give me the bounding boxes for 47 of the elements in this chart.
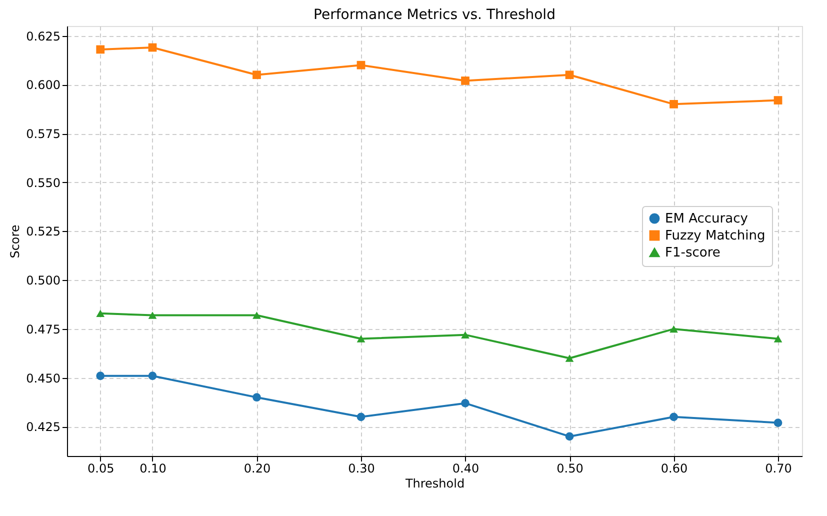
point [774, 335, 782, 342]
x-tick-label: 0.60 [660, 462, 688, 476]
y-tick-label: 0.525 [26, 224, 60, 239]
x-tick-label: 0.70 [765, 462, 792, 476]
point [565, 432, 574, 441]
x-tick-label: 0.20 [244, 462, 271, 476]
y-tick-label: 0.575 [26, 127, 60, 141]
y-tick-label: 0.550 [26, 176, 60, 190]
y-tick-label: 0.625 [26, 29, 60, 44]
legend-label: EM Accuracy [665, 212, 748, 226]
point [252, 393, 261, 402]
point [96, 45, 105, 54]
point [96, 372, 105, 380]
point [252, 70, 261, 80]
point [252, 312, 261, 319]
legend-label: F1-score [665, 246, 720, 260]
point [461, 331, 470, 338]
x-tick-label: 0.50 [556, 462, 584, 476]
legend-label: Fuzzy Matching [665, 228, 766, 244]
point [148, 312, 157, 319]
point [565, 70, 574, 80]
point [356, 412, 366, 422]
y-tick-label: 0.425 [26, 420, 60, 434]
point [670, 325, 678, 333]
point [148, 43, 157, 52]
point [461, 76, 470, 85]
point [461, 399, 470, 408]
point [774, 418, 782, 427]
y-tick-label: 0.450 [26, 371, 60, 386]
point [356, 60, 366, 70]
point [670, 100, 678, 108]
chart-title: Performance Metrics vs. Threshold [314, 7, 556, 23]
point [96, 310, 105, 317]
y-tick-label: 0.500 [26, 274, 60, 288]
x-tick-label: 0.05 [88, 462, 114, 476]
y-tick-label: 0.475 [26, 322, 60, 336]
x-axis-title: Threshold [404, 476, 465, 490]
point [148, 372, 157, 380]
x-tick-label: 0.30 [348, 462, 375, 476]
x-tick-label: 0.40 [452, 462, 480, 476]
point [774, 96, 782, 104]
x-tick-label: 0.10 [140, 462, 166, 476]
point [356, 335, 366, 342]
point [565, 354, 574, 362]
point [670, 412, 678, 422]
y-axis-title: Score [8, 224, 22, 258]
y-tick-label: 0.600 [26, 78, 60, 92]
